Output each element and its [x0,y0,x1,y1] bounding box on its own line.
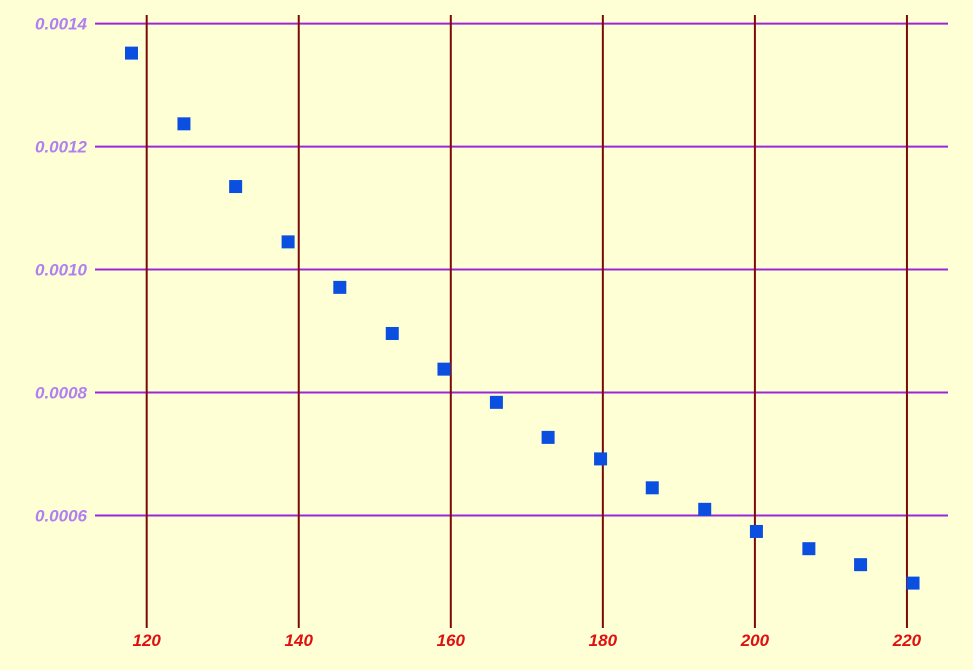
data-point [281,235,295,249]
y-tick-label: 0.0012 [35,138,88,157]
data-point [229,180,243,194]
x-tick-label: 200 [740,631,770,650]
data-point [124,46,138,60]
data-point [645,481,659,495]
y-tick-label: 0.0006 [35,506,88,525]
data-point [437,362,451,376]
x-tick-label: 180 [589,631,618,650]
data-point [906,576,920,590]
data-point [802,542,816,556]
data-point [594,452,608,466]
data-point [489,395,503,409]
data-point [541,430,555,444]
y-tick-label: 0.0010 [35,261,88,280]
x-tick-label: 120 [133,631,162,650]
y-tick-label: 0.0014 [35,15,88,34]
y-axis-tick-labels: 0.0006 0.0008 0.0010 0.0012 0.0014 [35,15,88,526]
data-point [385,326,399,340]
data-point [749,524,763,538]
data-point [333,280,347,294]
x-axis-tick-labels: 120 140 160 180 200 220 [133,631,922,650]
x-tick-label: 160 [437,631,466,650]
data-point [698,502,712,516]
y-tick-label: 0.0008 [35,384,88,403]
data-point [177,117,191,131]
data-points [124,46,920,590]
data-point [854,558,868,572]
x-tick-label: 220 [892,631,922,650]
x-tick-label: 140 [285,631,314,650]
